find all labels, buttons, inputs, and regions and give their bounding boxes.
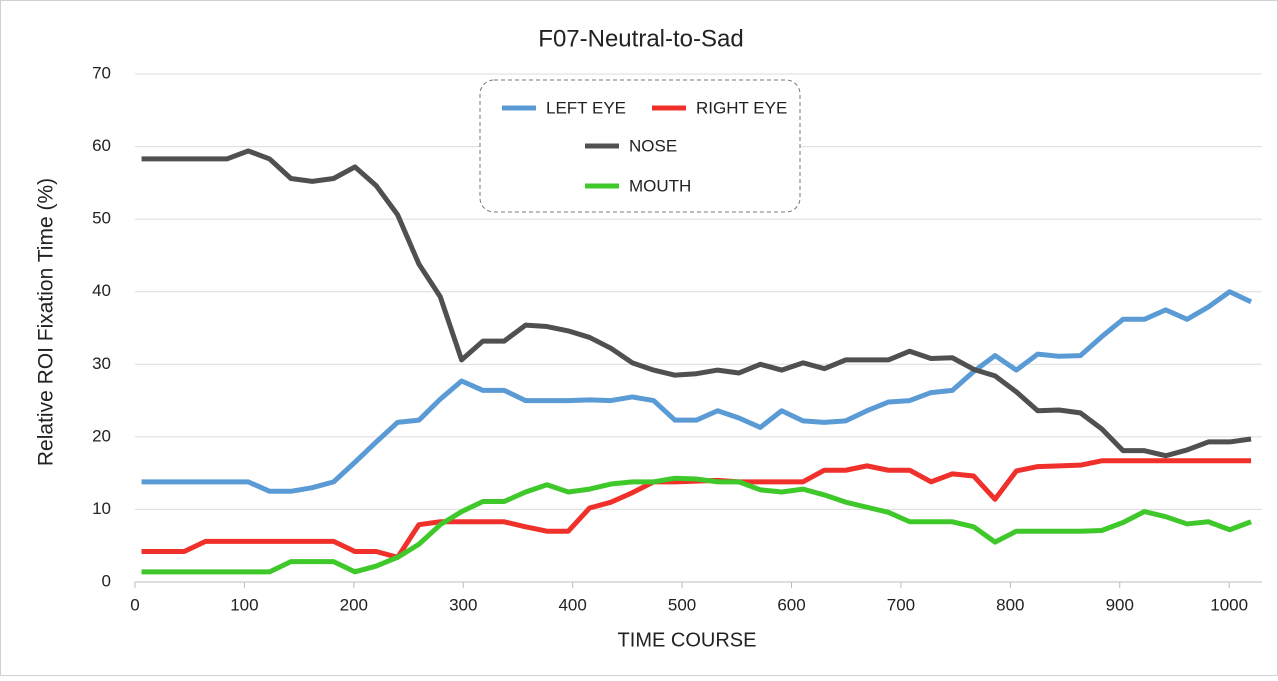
y-tick-label: 10 xyxy=(92,499,111,518)
series-line xyxy=(141,289,1253,494)
x-tick-label: 100 xyxy=(230,595,258,614)
x-axis-label: TIME COURSE xyxy=(618,629,757,651)
x-tick-label: 1000 xyxy=(1210,595,1248,614)
x-tick-label: 0 xyxy=(130,595,139,614)
series-line xyxy=(141,475,1252,575)
legend-label: NOSE xyxy=(629,136,677,155)
chart-title: F07-Neutral-to-Sad xyxy=(538,25,743,52)
x-tick-label: 900 xyxy=(1106,595,1134,614)
y-axis-label: Relative ROI Fixation Time (%) xyxy=(35,178,58,466)
y-tick-label: 60 xyxy=(92,136,111,155)
x-tick-label: 400 xyxy=(558,595,586,614)
legend-label: RIGHT EYE xyxy=(696,98,787,117)
y-tick-label: 0 xyxy=(102,571,111,590)
x-tick-label: 300 xyxy=(449,595,477,614)
x-tick-label: 200 xyxy=(340,595,368,614)
x-tick-label: 700 xyxy=(887,595,915,614)
y-tick-label: 30 xyxy=(92,354,111,373)
y-tick-label: 20 xyxy=(92,426,111,445)
x-tick-label: 600 xyxy=(777,595,805,614)
legend-box xyxy=(479,79,801,213)
y-tick-label: 40 xyxy=(92,281,111,300)
x-tick-label: 500 xyxy=(668,595,696,614)
legend-label: MOUTH xyxy=(629,176,691,195)
x-tick-label: 800 xyxy=(996,595,1024,614)
series-line xyxy=(141,148,1252,459)
legend-label: LEFT EYE xyxy=(546,98,626,117)
y-tick-label: 70 xyxy=(92,63,111,82)
y-tick-label: 50 xyxy=(92,209,111,228)
